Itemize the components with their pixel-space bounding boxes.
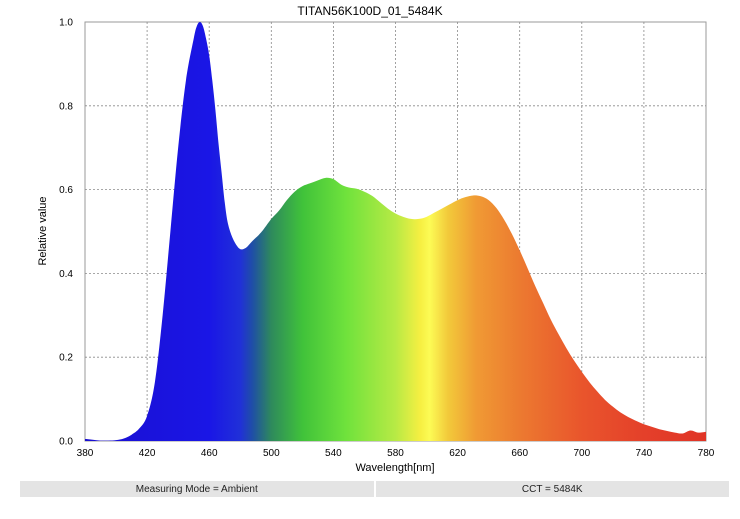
x-tick-label: 620 <box>449 448 466 459</box>
chart-title: TITAN56K100D_01_5484K <box>297 4 442 18</box>
spectrum-chart: 380 420 460 500 540 580 620 660 700 740 780 0.0 0.2… <box>37 4 715 474</box>
y-tick-label: 0.4 <box>59 269 73 280</box>
y-tick-label: 0.6 <box>59 185 73 196</box>
y-tick-label: 0.0 <box>59 437 73 448</box>
x-tick-label: 420 <box>139 448 156 459</box>
x-tick-label: 500 <box>263 448 280 459</box>
y-tick-label: 0.2 <box>59 353 73 364</box>
x-tick-label: 460 <box>201 448 218 459</box>
y-tick-label: 0.8 <box>59 101 73 112</box>
y-axis-label: Relative value <box>37 196 49 265</box>
measuring-mode-label: Measuring Mode = Ambient <box>135 483 258 495</box>
x-tick-labels: 380 420 460 500 540 580 620 660 700 740 780 <box>77 448 715 459</box>
x-tick-label: 780 <box>698 448 715 459</box>
x-tick-label: 740 <box>636 448 653 459</box>
x-tick-label: 540 <box>325 448 342 459</box>
x-axis-label: Wavelength[nm] <box>355 462 434 474</box>
x-tick-label: 580 <box>387 448 404 459</box>
x-tick-label: 660 <box>511 448 528 459</box>
x-tick-label: 380 <box>77 448 94 459</box>
status-footer: Measuring Mode = Ambient CCT = 5484K <box>20 481 729 497</box>
x-tick-label: 700 <box>573 448 590 459</box>
y-tick-label: 1.0 <box>59 18 73 29</box>
y-tick-labels: 0.0 0.2 0.4 0.6 0.8 1.0 <box>59 18 73 448</box>
cct-label: CCT = 5484K <box>373 481 730 497</box>
spectrum-area <box>85 22 706 441</box>
